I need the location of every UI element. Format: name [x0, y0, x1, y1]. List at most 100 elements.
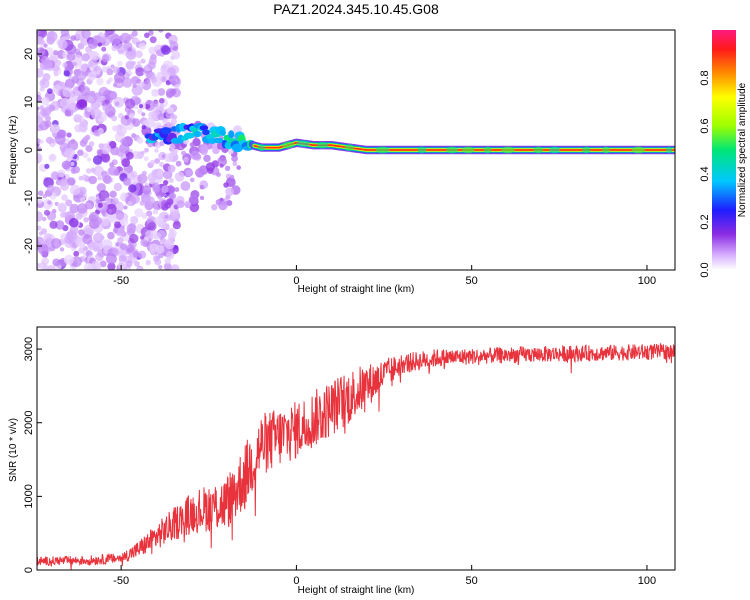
- spectrogram-noise-blob: [200, 143, 209, 153]
- spectrogram-noise-blob: [100, 36, 106, 43]
- spectrogram-noise-blob: [114, 221, 122, 229]
- spectrogram-noise-blob: [153, 255, 160, 262]
- spectrogram-noise-blob: [50, 124, 60, 134]
- spectrogram-noise-blob: [47, 200, 52, 205]
- spectrogram-noise-blob: [66, 132, 72, 138]
- spectrogram-noise-blob: [147, 172, 157, 182]
- spectrogram-noise-blob: [199, 195, 205, 201]
- spectrogram-noise-blob: [86, 106, 93, 113]
- spectrogram-noise-blob: [69, 225, 79, 235]
- spectrogram-noise-blob: [130, 216, 139, 225]
- spectrogram-noise-blob: [134, 260, 140, 267]
- spectrogram-ridge-blob: [417, 146, 427, 154]
- spectrogram-noise-blob: [125, 49, 137, 60]
- spectrogram-noise-blob: [147, 61, 156, 70]
- spectrogram-noise-blob: [120, 243, 128, 251]
- spectrogram-noise-blob: [146, 196, 155, 205]
- colorbar-tick-label: 0.0: [699, 262, 711, 277]
- spectrogram-noise-blob: [56, 129, 66, 139]
- spectrogram-noise-blob: [127, 47, 132, 52]
- spectrogram-noise-blob: [46, 265, 56, 270]
- spectrogram-noise-blob: [101, 239, 113, 251]
- spectrogram-noise-blob: [81, 30, 91, 39]
- spectrogram-noise-blob: [82, 136, 89, 143]
- spectrogram-noise-blob: [225, 187, 235, 197]
- spectrogram-noise-blob: [211, 204, 218, 211]
- spectrogram-noise-blob: [73, 250, 80, 257]
- figure-title: PAZ1.2024.345.10.45.G08: [273, 1, 439, 17]
- spectrogram-noise-blob: [129, 112, 135, 119]
- spectrogram-noise-blob: [88, 175, 97, 185]
- spectrogram-noise-blob: [163, 262, 172, 270]
- spectrogram-noise-blob: [122, 77, 133, 88]
- spectrogram-ridge-blob: [219, 129, 226, 136]
- spectrogram-noise-blob: [192, 138, 201, 147]
- spectrogram-noise-blob: [140, 239, 148, 247]
- spectrogram-noise-blob: [195, 168, 205, 178]
- spectrogram-noise-blob: [109, 92, 116, 99]
- spectrogram-noise-blob: [40, 56, 50, 65]
- x-tick-label: -50: [113, 575, 129, 587]
- spectrogram-noise-blob: [131, 151, 140, 159]
- spectrogram-noise-blob: [216, 172, 221, 178]
- spectrogram-noise-blob: [37, 36, 44, 45]
- spectrogram-noise-blob: [63, 70, 70, 77]
- spectrogram-noise-blob: [37, 146, 42, 152]
- spectrogram-noise-blob: [131, 118, 141, 127]
- colorbar-tick-label: 0.4: [699, 166, 711, 181]
- spectrogram-noise-blob: [101, 218, 110, 227]
- spectrogram-noise-blob: [73, 114, 82, 123]
- spectrogram-panel: -50 0 50 100 -20 -10 0 10 20 Height of straight…: [8, 29, 676, 295]
- spectrogram-ridge-blob: [484, 146, 492, 154]
- spectrogram-noise-blob: [100, 95, 106, 102]
- spectrogram-noise-blob: [59, 178, 67, 187]
- spectrogram-noise-blob: [156, 170, 163, 177]
- spectrogram-noise-blob: [92, 155, 103, 165]
- spectrogram-noise-blob: [152, 209, 158, 215]
- spectrogram-noise-blob: [102, 104, 110, 112]
- spectrogram-noise-blob: [164, 153, 174, 163]
- spectrogram-noise-blob: [37, 30, 48, 38]
- colorbar-gradient: [712, 30, 736, 270]
- spectrogram-x-ticks: -50 0 50 100: [113, 265, 656, 287]
- spectrogram-noise-blob: [70, 35, 76, 41]
- spectrogram-noise-blob: [50, 238, 62, 249]
- spectrogram-noise-blob: [129, 194, 140, 204]
- spectrogram-noise-blob: [62, 87, 73, 98]
- spectrogram-noise-blob: [141, 112, 146, 117]
- spectrogram-noise-blob: [170, 148, 178, 156]
- spectrogram-noise-blob: [132, 250, 140, 258]
- x-tick-label: 0: [293, 275, 299, 287]
- spectrogram-noise-blob: [157, 88, 166, 96]
- spectrogram-noise-blob: [104, 197, 112, 204]
- spectrogram-noise-blob: [135, 50, 143, 58]
- spectrogram-noise-blob: [143, 156, 149, 162]
- spectrogram-noise-blob: [49, 220, 58, 229]
- spectrogram-ridge-blob: [160, 127, 172, 135]
- spectrogram-noise-blob: [64, 110, 72, 117]
- spectrogram-noise-blob: [167, 164, 176, 173]
- spectrogram-noise-blob: [158, 221, 166, 229]
- spectrogram-noise-blob: [102, 248, 109, 255]
- spectrogram-noise-blob: [117, 60, 123, 67]
- spectrogram-noise-blob: [146, 99, 152, 105]
- snr-series-line: [37, 343, 675, 570]
- spectrogram-noise-blob: [157, 113, 165, 121]
- spectrogram-ridge-blob: [257, 144, 266, 152]
- spectrogram-noise-blob: [172, 45, 179, 52]
- spectrogram-noise-blob: [174, 171, 185, 182]
- spectrogram-noise-blob: [112, 227, 118, 233]
- spectrogram-noise-blob: [148, 30, 154, 36]
- spectrogram-noise-blob: [152, 184, 161, 193]
- spectrogram-noise-blob: [199, 184, 205, 190]
- spectrogram-ridge-blob: [199, 125, 209, 131]
- snr-x-label: Height of straight line (km): [298, 585, 415, 596]
- spectrogram-noise-blob: [70, 168, 77, 175]
- spectrogram-noise-blob: [152, 100, 159, 108]
- spectrogram-noise-blob: [217, 156, 228, 167]
- spectrogram-noise-blob: [158, 30, 164, 33]
- spectrogram-noise-blob: [154, 106, 164, 116]
- spectrogram-noise-blob: [137, 266, 143, 270]
- spectrogram-noise-blob: [101, 46, 107, 52]
- spectrogram-noise-blob: [123, 136, 133, 146]
